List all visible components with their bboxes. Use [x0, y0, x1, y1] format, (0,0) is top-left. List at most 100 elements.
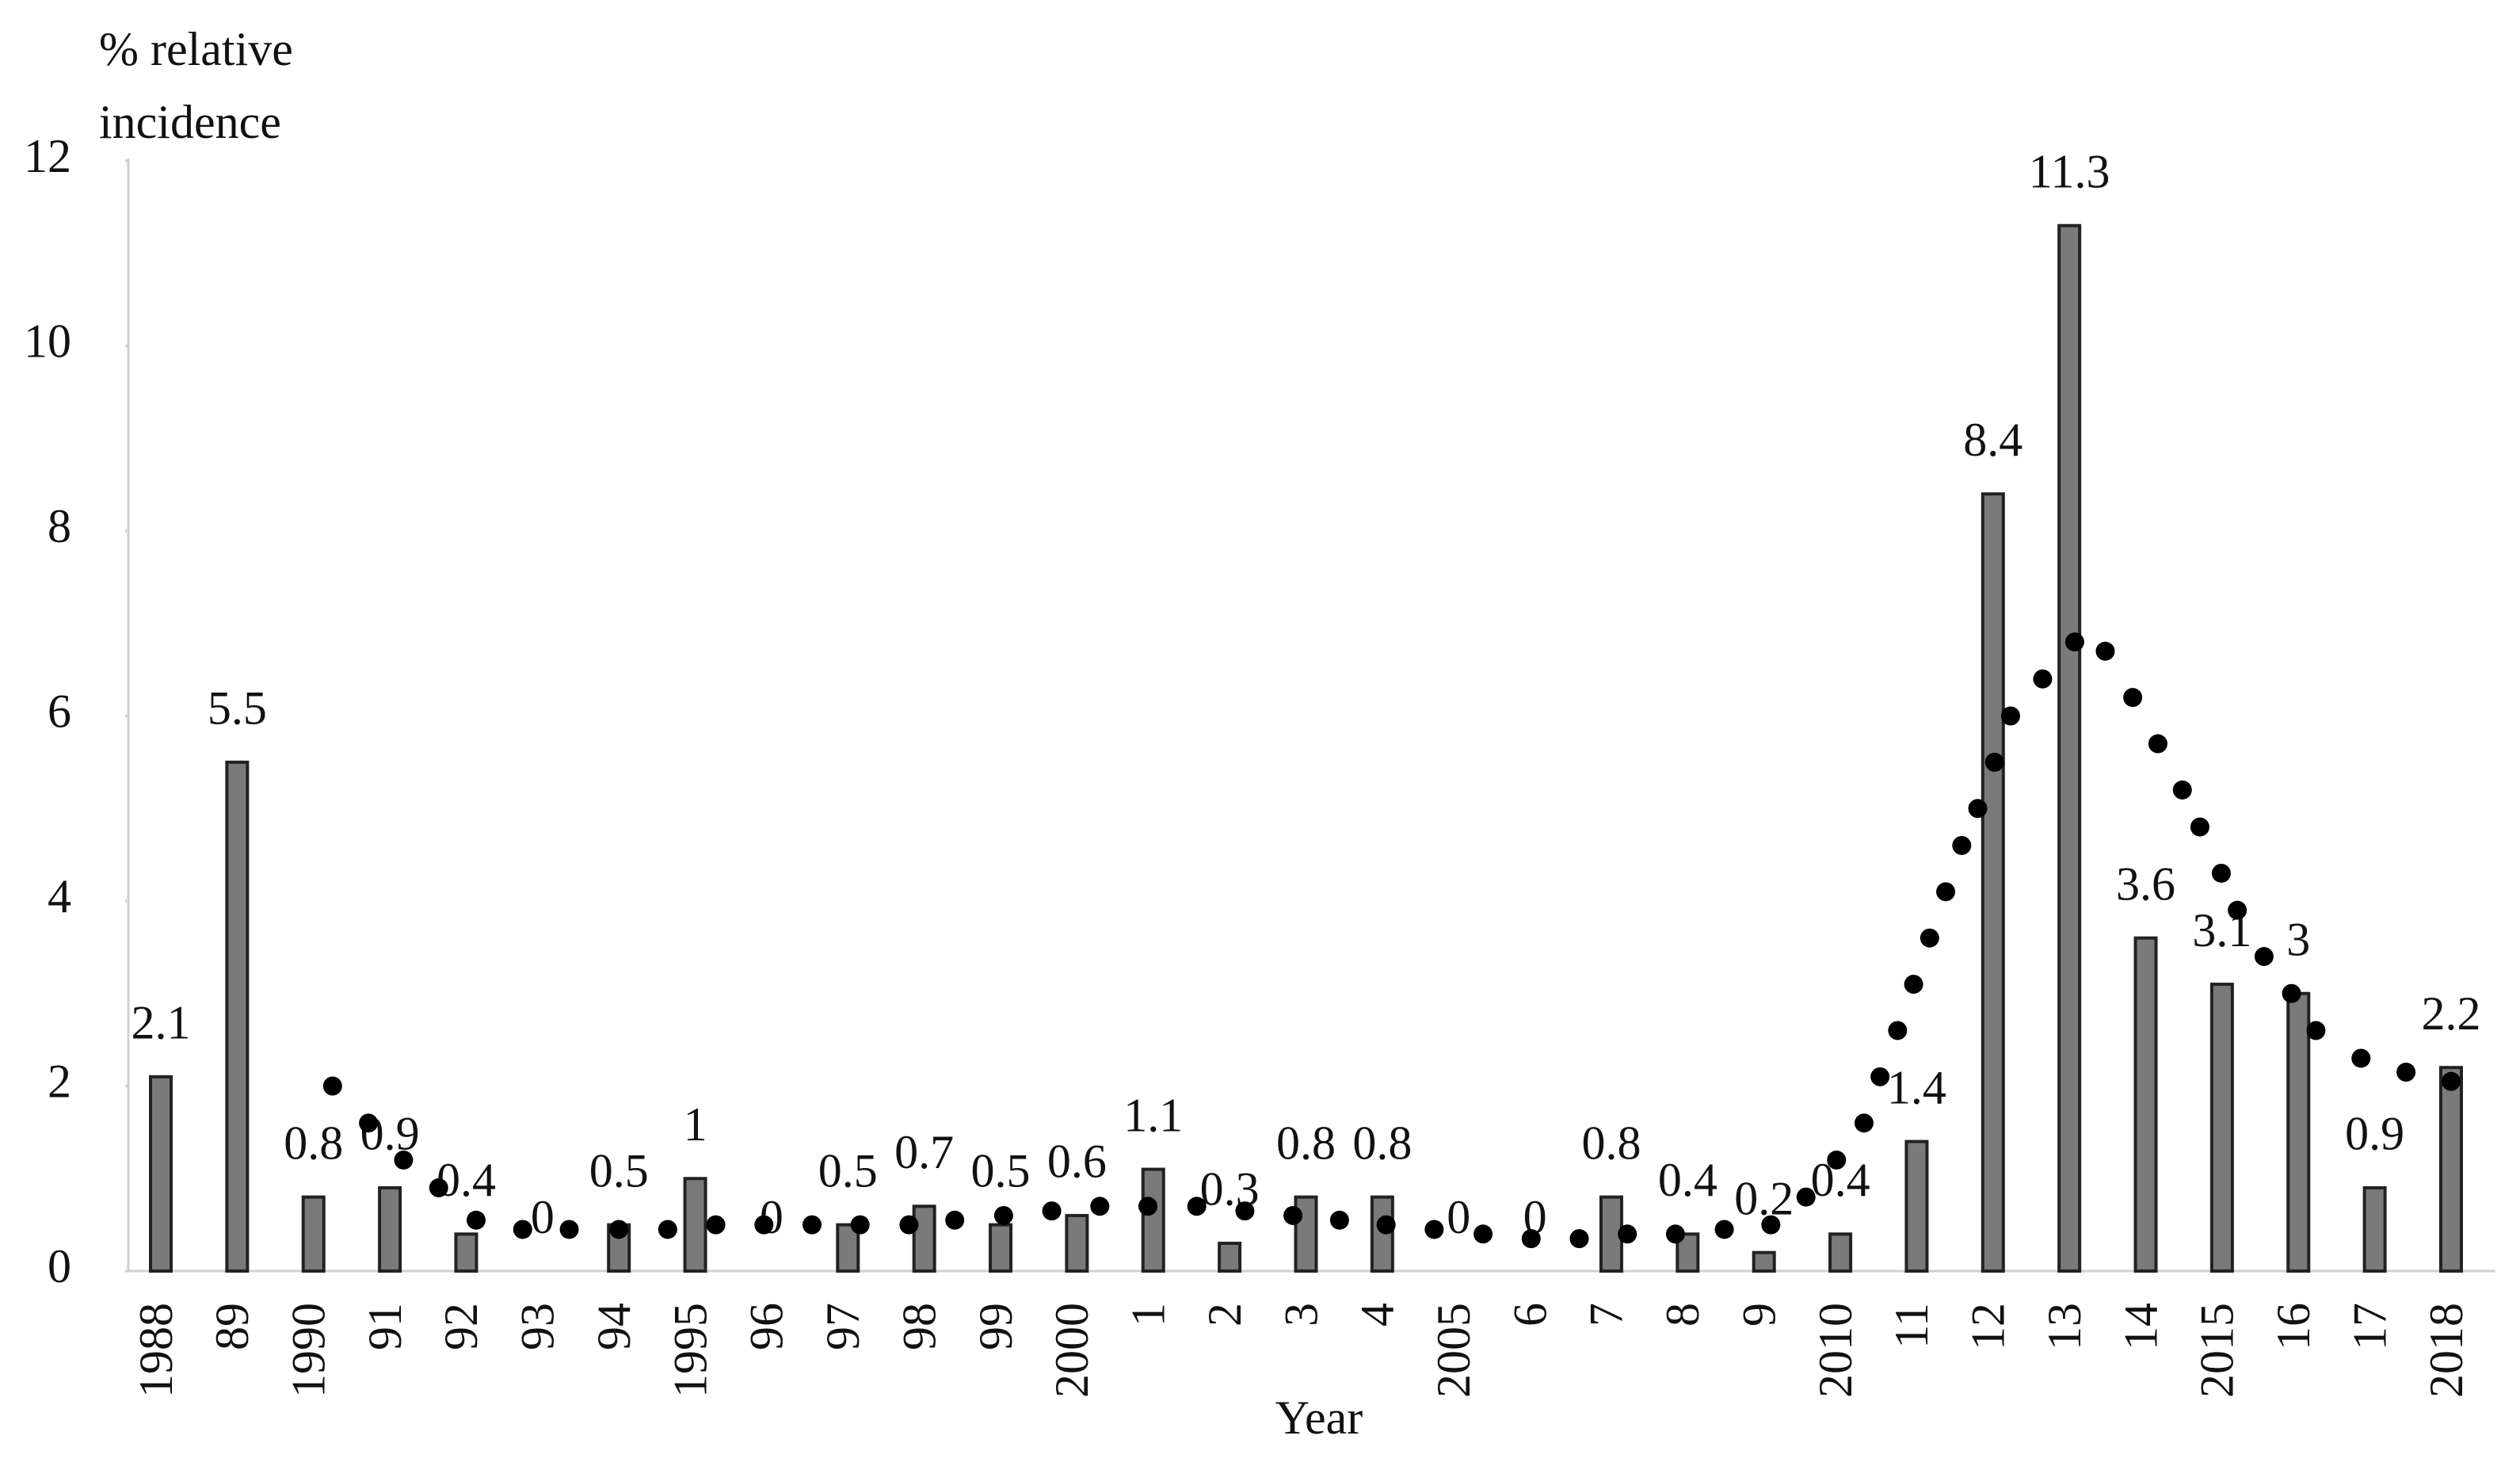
value-label: 0.8 — [1581, 1117, 1641, 1169]
y-tick-label: 0 — [48, 1240, 71, 1292]
y-tick-label: 2 — [48, 1055, 71, 1107]
trend-dot — [2148, 734, 2167, 754]
trend-dot — [1761, 1215, 1781, 1235]
x-tick-label: 8 — [1656, 1303, 1709, 1327]
x-tick-label: 7 — [1580, 1303, 1633, 1327]
bar — [2362, 1185, 2387, 1273]
trend-dot — [1569, 1229, 1589, 1249]
value-label: 3 — [2286, 914, 2310, 966]
trend-dot — [658, 1220, 677, 1239]
bar — [2209, 983, 2234, 1273]
trend-dot — [2306, 1021, 2326, 1040]
trend-dot — [1920, 928, 1939, 948]
y-tick-label: 12 — [24, 130, 71, 182]
value-label: 0 — [531, 1191, 555, 1243]
trend-dot — [1329, 1210, 1349, 1230]
bar — [1904, 1140, 1929, 1273]
bar — [378, 1185, 402, 1273]
trend-dot — [1235, 1201, 1255, 1221]
x-tick-label: 97 — [817, 1303, 869, 1350]
trend-dot — [1424, 1220, 1444, 1239]
x-tick-label: 1988 — [130, 1303, 182, 1398]
x-axis-label: Year — [1275, 1392, 1363, 1444]
value-label: 0.8 — [1276, 1117, 1336, 1169]
trend-dot — [1984, 752, 2004, 772]
x-tick-label: 2005 — [1428, 1303, 1480, 1398]
bar — [683, 1177, 707, 1273]
value-label: 1 — [684, 1098, 707, 1151]
x-tick-label: 93 — [512, 1303, 564, 1350]
bar — [1370, 1195, 1394, 1273]
y-tick-label: 4 — [48, 870, 71, 922]
trend-dot — [1473, 1224, 1493, 1244]
trend-dot — [2000, 706, 2020, 726]
trend-dot — [2064, 632, 2084, 652]
trend-dot — [706, 1215, 726, 1235]
x-tick-label: 94 — [588, 1303, 640, 1350]
x-tick-label: 17 — [2343, 1303, 2396, 1350]
bar — [2133, 936, 2158, 1273]
value-label: 0.5 — [971, 1144, 1031, 1197]
trend-dot — [803, 1215, 822, 1235]
x-tick-label: 96 — [741, 1303, 793, 1350]
y-tick-label: 8 — [48, 500, 71, 552]
bar — [301, 1195, 326, 1273]
trend-dot — [2396, 1062, 2416, 1082]
x-tick-label: 13 — [2038, 1303, 2091, 1350]
trend-dot — [1936, 882, 1956, 902]
bar — [2439, 1066, 2463, 1273]
value-label: 0.4 — [437, 1154, 496, 1206]
x-tick-label: 12 — [1962, 1303, 2015, 1350]
trend-dot — [359, 1113, 379, 1133]
bar — [454, 1232, 478, 1273]
x-tick-label: 6 — [1504, 1303, 1556, 1327]
trend-dot — [1968, 799, 1988, 819]
trend-dot — [850, 1215, 870, 1235]
trend-dot — [2190, 817, 2209, 837]
trend-dot — [1090, 1197, 1110, 1216]
bar — [1981, 492, 2005, 1273]
x-tick-label: 4 — [1351, 1303, 1404, 1327]
trend-dot — [2442, 1071, 2461, 1091]
y-axis-label: incidence — [99, 96, 281, 148]
trend-dot — [1521, 1229, 1541, 1249]
trend-dot — [2211, 863, 2231, 883]
trend-dot — [322, 1076, 342, 1096]
x-tick-label: 2010 — [1809, 1303, 1862, 1398]
x-tick-label: 2 — [1199, 1303, 1251, 1327]
trend-dot — [1618, 1224, 1637, 1244]
value-label: 0.6 — [1047, 1136, 1107, 1188]
trend-dot — [899, 1215, 919, 1235]
trend-dot — [1138, 1197, 1158, 1216]
trend-dot — [559, 1220, 579, 1239]
y-tick-label: 10 — [24, 315, 71, 367]
x-tick-label: 1 — [1123, 1303, 1175, 1327]
bar — [912, 1204, 936, 1273]
x-tick-label: 3 — [1275, 1303, 1327, 1327]
trend-dot — [609, 1220, 629, 1239]
value-label: 0.8 — [284, 1117, 343, 1169]
value-label: 0.7 — [894, 1126, 954, 1178]
value-label: 11.3 — [2029, 145, 2110, 197]
x-tick-label: 99 — [970, 1303, 1022, 1350]
x-tick-label: 9 — [1733, 1303, 1785, 1327]
x-tick-label: 2015 — [2191, 1303, 2244, 1398]
value-label: 3.6 — [2116, 857, 2175, 910]
value-label: 0.9 — [2345, 1108, 2404, 1160]
x-tick-label: 2018 — [2420, 1303, 2472, 1398]
y-axis-label: % relative — [99, 23, 293, 75]
trend-dot — [1283, 1205, 1303, 1225]
trend-dot — [2095, 641, 2115, 661]
trend-dot — [1042, 1201, 1062, 1221]
trend-dot — [2282, 983, 2301, 1003]
trend-dot — [394, 1150, 414, 1170]
bar — [1752, 1250, 1776, 1273]
x-tick-label: 11 — [1885, 1303, 1938, 1349]
value-label: 2.1 — [132, 997, 191, 1049]
trend-dot — [1376, 1215, 1396, 1235]
x-tick-label: 14 — [2114, 1303, 2167, 1350]
bar — [149, 1075, 173, 1273]
x-tick-label: 89 — [206, 1303, 258, 1350]
trend-dot — [2351, 1048, 2371, 1068]
